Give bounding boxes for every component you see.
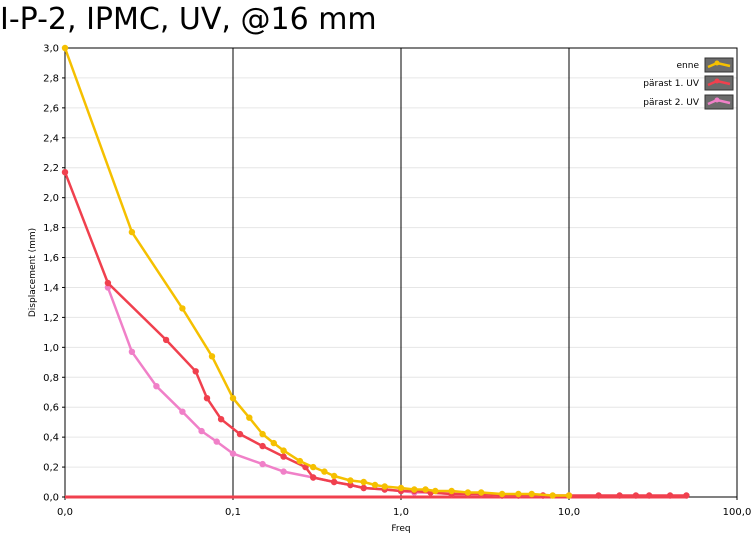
legend-label: pärast 1. UV [643, 79, 700, 89]
y-tick-label: 0,2 [43, 463, 59, 474]
data-point [360, 478, 367, 486]
data-point [229, 395, 237, 402]
data-point [683, 492, 690, 499]
data-point [259, 442, 266, 450]
data-point [280, 453, 287, 460]
data-point [321, 468, 328, 475]
y-tick-label: 2,0 [43, 193, 59, 204]
data-point [498, 490, 506, 498]
data-point [296, 457, 304, 465]
data-point [330, 472, 338, 480]
data-point [464, 489, 472, 496]
data-point [246, 414, 253, 421]
data-point [208, 353, 216, 360]
data-point [549, 492, 556, 499]
data-point [217, 416, 225, 423]
y-tick-label: 1,2 [43, 313, 59, 324]
y-tick-label: 3,0 [43, 44, 59, 55]
legend-marker-icon [714, 78, 720, 84]
y-tick-label: 2,2 [43, 163, 59, 174]
data-point [198, 427, 205, 435]
data-point [666, 492, 674, 499]
x-tick-label: 100,0 [723, 507, 752, 518]
y-tick-label: 1,8 [43, 223, 59, 234]
data-point [61, 169, 69, 176]
y-tick-label: 2,8 [43, 73, 59, 84]
data-point [61, 44, 69, 52]
data-point [104, 279, 112, 287]
data-point [192, 368, 199, 375]
x-tick-label: 0,1 [225, 507, 241, 518]
data-point [128, 348, 136, 355]
data-point [213, 438, 220, 445]
data-point [422, 486, 429, 493]
y-tick-label: 0,6 [43, 403, 59, 414]
chart-title: I-P-2, IPMC, UV, @16 mm [0, 2, 377, 37]
legend-label: enne [677, 61, 700, 71]
data-point [347, 481, 354, 489]
x-axis-title: Freq [391, 524, 410, 534]
legend-label: pärast 2. UV [643, 98, 700, 108]
x-tick-label: 1,0 [393, 507, 409, 518]
data-point [203, 395, 211, 402]
data-point [397, 484, 405, 492]
data-point [310, 463, 317, 471]
y-axis-title: Displacement (mm) [28, 228, 38, 317]
data-point [478, 489, 485, 496]
y-tick-label: 1,6 [43, 253, 59, 264]
data-point [448, 487, 455, 495]
data-point [565, 492, 573, 499]
data-point [528, 490, 535, 498]
data-point [280, 468, 287, 475]
data-point [515, 490, 522, 498]
data-point [646, 492, 653, 499]
data-point [360, 484, 367, 492]
data-point [595, 492, 602, 499]
y-tick-label: 0,8 [43, 373, 59, 384]
data-point [229, 450, 237, 457]
data-point [153, 383, 160, 390]
data-point [280, 447, 287, 454]
data-point [371, 481, 379, 489]
data-point [330, 478, 338, 486]
data-point [347, 477, 354, 484]
data-point [162, 336, 170, 344]
data-point [236, 430, 244, 438]
legend-swatch [704, 75, 734, 91]
y-tick-label: 0,0 [43, 493, 59, 504]
y-tick-label: 2,4 [43, 133, 59, 144]
y-tick-label: 1,0 [43, 343, 59, 354]
y-tick-label: 0,4 [43, 433, 59, 444]
data-point [432, 487, 439, 495]
y-tick-label: 1,4 [43, 283, 59, 294]
data-point [179, 305, 186, 312]
legend-marker-icon [714, 60, 720, 66]
legend-swatch [704, 57, 734, 73]
data-point [270, 439, 277, 447]
data-point [411, 486, 418, 493]
data-point [179, 408, 186, 415]
data-point [259, 430, 266, 438]
y-tick-label: 2,6 [43, 103, 59, 114]
legend-marker-icon [714, 97, 720, 103]
x-tick-label: 0,0 [57, 507, 73, 518]
data-point [259, 460, 266, 468]
legend-swatch [704, 94, 734, 110]
data-point [632, 492, 640, 499]
data-point [616, 492, 623, 499]
data-point [310, 474, 317, 481]
data-point [381, 483, 388, 490]
data-point [128, 228, 136, 236]
x-tick-label: 10,0 [558, 507, 580, 518]
